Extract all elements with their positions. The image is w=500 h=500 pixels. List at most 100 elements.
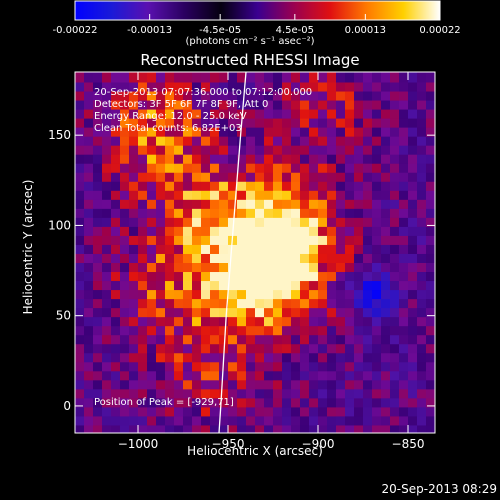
- heatmap-cell: [282, 360, 292, 372]
- heatmap-cell: [246, 153, 256, 164]
- heatmap-cell: [147, 270, 157, 282]
- heatmap-cell: [336, 126, 346, 137]
- heatmap-cell: [156, 81, 166, 92]
- heatmap-cell: [255, 297, 265, 309]
- heatmap-cell: [255, 90, 265, 101]
- heatmap-cell: [381, 135, 391, 146]
- heatmap-cell: [255, 414, 265, 426]
- heatmap-cell: [291, 378, 301, 390]
- heatmap-cell: [201, 117, 211, 128]
- heatmap-cell: [273, 117, 283, 128]
- heatmap-cell: [399, 189, 409, 200]
- heatmap-cell: [138, 108, 148, 119]
- heatmap-cell: [354, 207, 364, 218]
- heatmap-cell: [417, 72, 427, 83]
- heatmap-cell: [111, 90, 121, 101]
- heatmap-cell: [282, 297, 292, 309]
- heatmap-cell: [390, 108, 400, 119]
- heatmap-cell: [120, 162, 130, 173]
- heatmap-cell: [345, 153, 355, 164]
- heatmap-cell: [282, 72, 292, 83]
- heatmap-cell: [336, 261, 346, 273]
- heatmap-cell: [399, 288, 409, 300]
- heatmap-cell: [183, 252, 193, 263]
- heatmap-cell: [156, 360, 166, 372]
- heatmap-cell: [273, 81, 283, 92]
- heatmap-cell: [156, 378, 166, 390]
- heatmap-cell: [102, 144, 112, 155]
- heatmap-cell: [174, 324, 184, 336]
- heatmap-cell: [381, 180, 391, 191]
- heatmap-cell: [363, 108, 373, 119]
- heatmap-cell: [75, 180, 85, 191]
- heatmap-cell: [381, 387, 391, 399]
- heatmap-cell: [75, 153, 85, 164]
- heatmap-cell: [183, 351, 193, 363]
- heatmap-cell: [246, 108, 256, 119]
- heatmap-cell: [84, 333, 94, 345]
- heatmap-cell: [309, 180, 319, 191]
- heatmap-cell: [174, 351, 184, 363]
- heatmap-cell: [192, 306, 202, 318]
- heatmap-cell: [84, 405, 94, 417]
- heatmap-cell: [408, 117, 418, 128]
- heatmap-cell: [408, 297, 418, 309]
- heatmap-cell: [426, 81, 435, 92]
- heatmap-cell: [102, 306, 112, 318]
- heatmap-cell: [345, 324, 355, 336]
- heatmap-cell: [345, 387, 355, 399]
- heatmap-cell: [192, 405, 202, 417]
- heatmap-cell: [228, 198, 238, 209]
- heatmap-cell: [192, 99, 202, 110]
- heatmap-cell: [120, 126, 130, 137]
- heatmap-cell: [210, 135, 220, 146]
- heatmap-cell: [120, 243, 130, 254]
- heatmap-cell: [390, 234, 400, 245]
- heatmap-cell: [381, 99, 391, 110]
- heatmap-cell: [201, 378, 211, 390]
- heatmap-cell: [192, 423, 202, 433]
- heatmap-cell: [228, 279, 238, 291]
- heatmap-cell: [372, 189, 382, 200]
- heatmap-cell: [129, 153, 139, 164]
- heatmap-cell: [201, 297, 211, 309]
- heatmap-cell: [165, 72, 175, 83]
- heatmap-cell: [291, 288, 301, 300]
- heatmap-cell: [363, 144, 373, 155]
- annotation-clean: Clean Total counts: 6.82E+03: [94, 123, 242, 134]
- heatmap-cell: [354, 351, 364, 363]
- heatmap-cell: [147, 360, 157, 372]
- heatmap-cell: [381, 162, 391, 173]
- heatmap-cell: [390, 351, 400, 363]
- heatmap-cell: [354, 216, 364, 227]
- heatmap-cell: [354, 99, 364, 110]
- heatmap-cell: [138, 225, 148, 236]
- heatmap-cell: [183, 135, 193, 146]
- heatmap-cell: [300, 198, 310, 209]
- heatmap-cell: [417, 108, 427, 119]
- heatmap-cell: [147, 297, 157, 309]
- heatmap-cell: [228, 135, 238, 146]
- heatmap-cell: [129, 207, 139, 218]
- heatmap-cell: [102, 279, 112, 291]
- heatmap-cell: [138, 342, 148, 354]
- heatmap-cell: [183, 189, 193, 200]
- heatmap-cell: [345, 333, 355, 345]
- heatmap-cell: [219, 297, 229, 309]
- heatmap-cell: [111, 144, 121, 155]
- heatmap-cell: [219, 333, 229, 345]
- heatmap-cell: [327, 180, 337, 191]
- heatmap-cell: [273, 306, 283, 318]
- heatmap-cell: [390, 90, 400, 101]
- heatmap-cell: [318, 297, 328, 309]
- heatmap-cell: [201, 81, 211, 92]
- heatmap-cell: [399, 198, 409, 209]
- heatmap-cell: [147, 72, 157, 83]
- heatmap-cell: [408, 396, 418, 408]
- heatmap-cell: [129, 198, 139, 209]
- heatmap-cell: [408, 387, 418, 399]
- heatmap-cell: [300, 216, 310, 227]
- heatmap-cell: [102, 261, 112, 273]
- heatmap-cell: [273, 369, 283, 381]
- heatmap-cell: [183, 342, 193, 354]
